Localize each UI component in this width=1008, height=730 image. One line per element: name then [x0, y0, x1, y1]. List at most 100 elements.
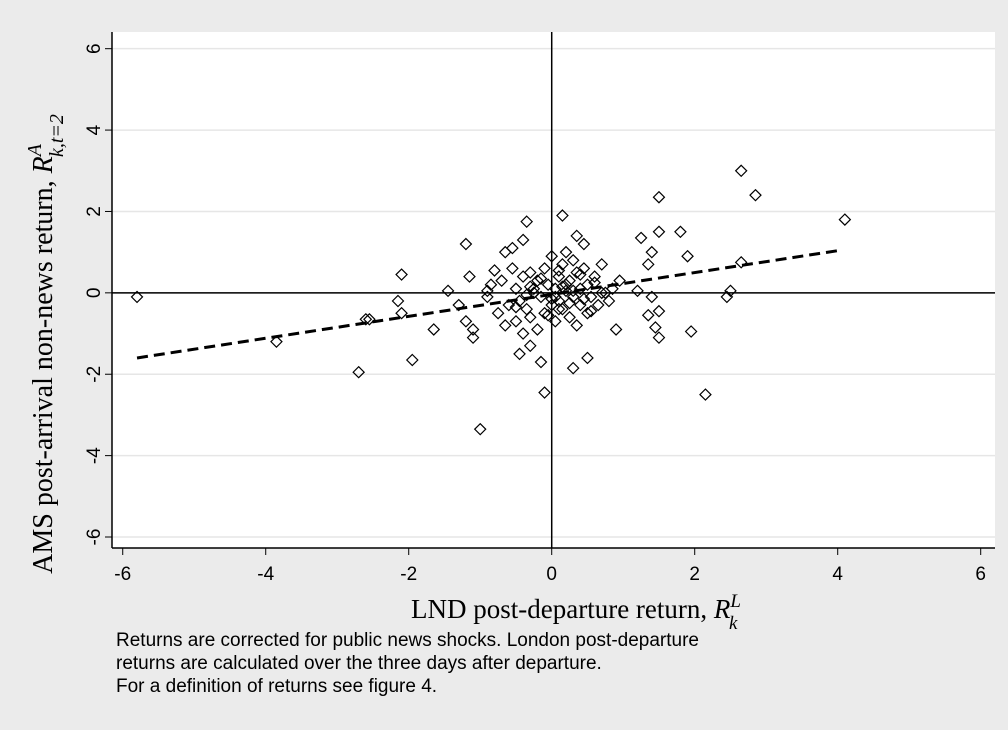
point: [548, 282, 562, 296]
point: [720, 290, 734, 304]
point: [513, 347, 526, 361]
point: [563, 310, 576, 324]
point: [484, 278, 498, 292]
point: [509, 314, 523, 328]
point: [649, 321, 662, 334]
note-line: returns are calculated over the three da…: [116, 653, 602, 674]
y-tick-label: 4: [84, 124, 105, 135]
point: [509, 300, 523, 314]
point: [466, 323, 480, 336]
point: [602, 294, 616, 308]
point: [577, 262, 591, 275]
point: [527, 282, 541, 296]
y-label-sub: k,t=2: [46, 114, 68, 157]
point: [641, 308, 655, 322]
point: [541, 278, 555, 292]
point: [491, 306, 505, 320]
point: [563, 274, 576, 287]
point: [363, 312, 376, 326]
y-label-text: AMS post-arrival non-news return,: [28, 173, 59, 573]
point: [588, 270, 601, 283]
point: [534, 355, 548, 369]
point: [523, 280, 537, 294]
x-tick-label: -4: [257, 564, 274, 585]
point: [270, 335, 283, 349]
point: [481, 290, 494, 304]
point: [538, 262, 551, 275]
point: [552, 264, 566, 277]
point: [581, 306, 594, 320]
y-axis-label: AMS post-arrival non-news return, RAk,t=…: [24, 114, 68, 574]
point: [509, 282, 523, 296]
point: [581, 351, 594, 365]
point: [405, 353, 419, 367]
point: [684, 325, 698, 338]
point: [552, 302, 566, 316]
y-tick-label: -4: [84, 447, 105, 464]
point: [395, 268, 408, 281]
point: [570, 319, 584, 332]
point: [584, 290, 598, 304]
point: [566, 361, 580, 375]
y-tick-label: -2: [84, 366, 105, 383]
point: [498, 319, 512, 332]
point: [506, 241, 519, 255]
y-tick-label: -6: [84, 529, 105, 546]
point: [481, 284, 494, 298]
point: [559, 245, 573, 259]
point: [734, 255, 748, 269]
point: [595, 258, 609, 271]
point: [531, 323, 544, 336]
point: [681, 249, 694, 263]
plot-area: [112, 32, 995, 548]
point: [452, 298, 466, 312]
point: [652, 304, 666, 318]
point: [641, 258, 655, 271]
point: [652, 225, 666, 239]
point: [591, 298, 605, 312]
point: [441, 284, 455, 298]
point: [566, 290, 580, 304]
point: [581, 278, 594, 292]
point: [609, 323, 623, 336]
point: [502, 298, 516, 312]
point: [427, 323, 441, 336]
point: [538, 386, 551, 399]
point: [552, 270, 566, 283]
point: [391, 294, 405, 308]
point: [516, 233, 530, 247]
x-label-sup: L: [729, 591, 741, 612]
point: [516, 327, 530, 340]
x-label-math: R: [713, 594, 731, 624]
y-label-math: R: [28, 156, 59, 174]
point: [352, 365, 366, 379]
point: [541, 308, 555, 322]
point: [573, 268, 587, 281]
point: [631, 284, 644, 298]
point: [130, 290, 144, 304]
point: [523, 266, 537, 279]
point: [531, 274, 544, 287]
point: [634, 231, 648, 245]
point: [548, 290, 562, 304]
y-tick-label: 2: [84, 206, 105, 217]
point: [495, 274, 509, 287]
point: [674, 225, 687, 239]
x-label-sub: k: [729, 613, 738, 634]
x-tick-label: -6: [114, 564, 131, 585]
x-axis-label: LND post-departure return, RL k: [411, 591, 741, 634]
point: [395, 306, 408, 320]
y-tick-label: 0: [84, 288, 105, 299]
point: [463, 270, 476, 283]
x-tick-label: 6: [975, 564, 986, 585]
point: [645, 245, 659, 259]
point: [577, 237, 591, 251]
point: [520, 288, 534, 302]
point: [466, 331, 480, 344]
point: [459, 237, 473, 251]
point: [359, 312, 373, 326]
note-line: For a definition of returns see figure 4…: [116, 676, 437, 697]
point: [595, 286, 609, 300]
note-line: Returns are corrected for public news sh…: [116, 630, 699, 651]
